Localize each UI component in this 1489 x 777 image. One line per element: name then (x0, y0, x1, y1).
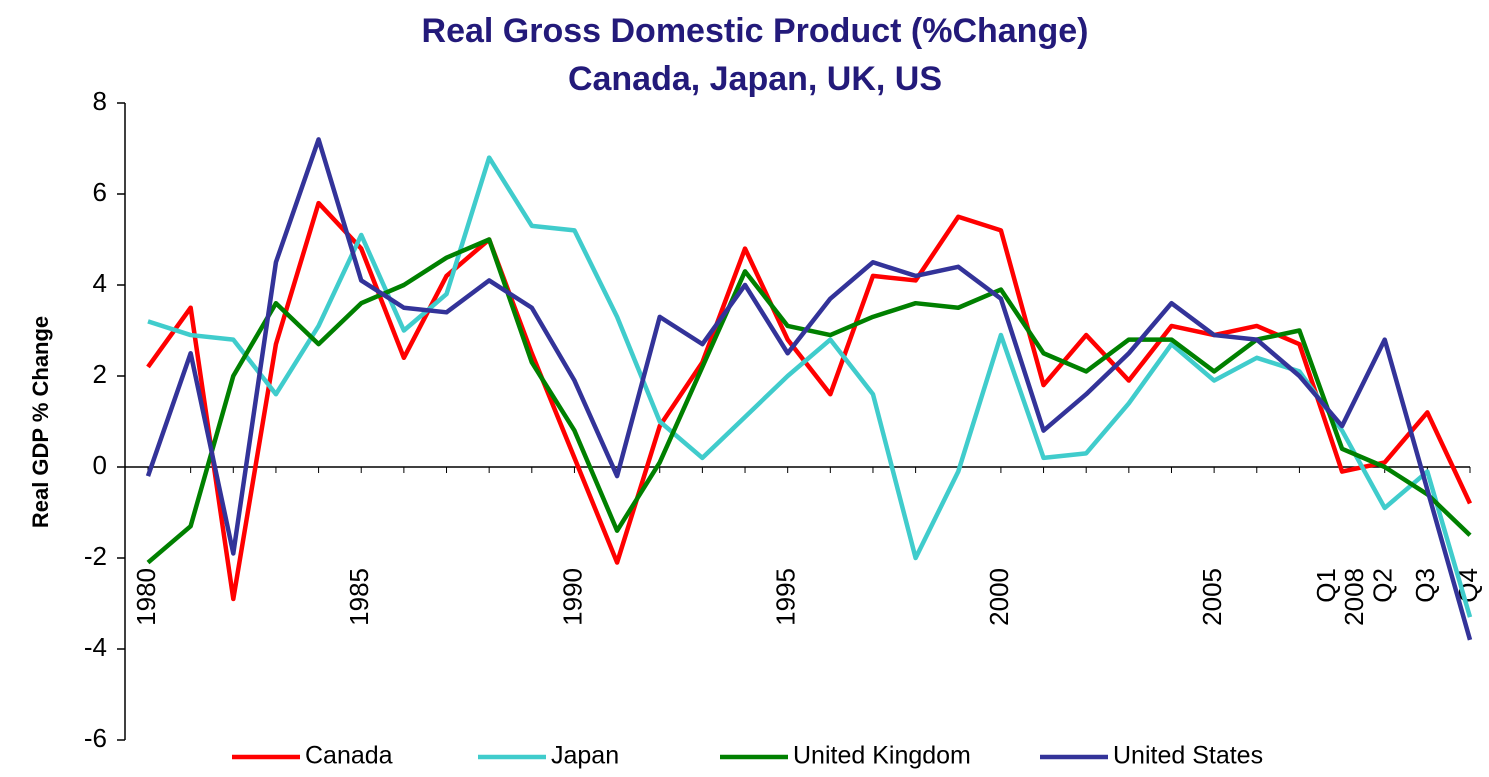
series-line (147, 155, 1473, 618)
chart-subtitle: Canada, Japan, UK, US (568, 60, 942, 98)
y-tick-label: 4 (93, 268, 107, 298)
x-tick-label: 1995 (771, 568, 801, 626)
series-line (145, 137, 1473, 641)
legend-item: United States (1040, 742, 1263, 770)
y-tick-label: 8 (93, 86, 107, 116)
legend-item: United Kingdom (720, 742, 971, 770)
y-tick-label: -4 (84, 632, 107, 662)
x-tick-label: Q12008 (1311, 568, 1369, 626)
legend-label: United States (1113, 742, 1263, 770)
chart-title: Real Gross Domestic Product (%Change) (422, 12, 1089, 50)
legend-item: Canada (232, 742, 393, 770)
y-tick-label: 0 (93, 450, 107, 480)
legend-label: United Kingdom (793, 742, 971, 770)
y-tick-label: 2 (93, 359, 107, 389)
y-axis-title: Real GDP % Change (28, 316, 53, 528)
x-tick-label: 2005 (1197, 568, 1227, 626)
y-tick-label: 6 (93, 177, 107, 207)
x-tick-label: 2000 (984, 568, 1014, 626)
series-line (146, 200, 1473, 602)
legend-label: Japan (551, 742, 619, 770)
x-tick-label: 1990 (557, 568, 587, 626)
series-line (146, 237, 1472, 565)
legend-label: Canada (305, 742, 393, 770)
y-tick-label: -6 (84, 723, 107, 753)
x-tick-label: Q2 (1368, 568, 1398, 603)
x-tick-label: Q3 (1410, 568, 1440, 603)
x-tick-label: 1985 (344, 568, 374, 626)
legend-item: Japan (478, 742, 619, 770)
x-tick-label: 1980 (131, 568, 161, 626)
y-tick-label: -2 (84, 541, 107, 571)
